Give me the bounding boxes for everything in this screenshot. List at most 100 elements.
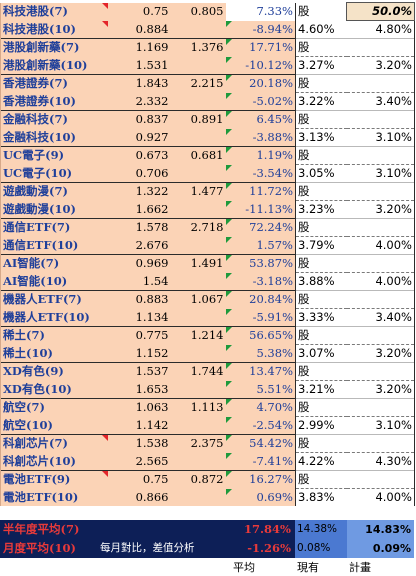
- fund-name-cell[interactable]: 香港證券(10): [0, 92, 108, 111]
- price-start-cell[interactable]: 0.75: [107, 470, 171, 489]
- price-end-cell[interactable]: [170, 236, 226, 255]
- change-pct-cell[interactable]: -7.41%: [225, 452, 296, 471]
- change-pct-cell[interactable]: -10.12%: [225, 56, 296, 75]
- price-end-cell[interactable]: [170, 272, 226, 291]
- table-row[interactable]: 香港證券(7) 1.843 2.215 20.18% 股: [0, 74, 415, 93]
- price-end-cell[interactable]: 0.872: [170, 470, 226, 489]
- current-weight-cell[interactable]: 3.79%: [295, 236, 347, 255]
- fund-name-cell[interactable]: 電池ETF(10): [0, 488, 108, 507]
- target-weight-cell[interactable]: [346, 146, 415, 165]
- current-weight-cell[interactable]: 3.22%: [295, 92, 347, 111]
- price-end-cell[interactable]: [170, 20, 226, 39]
- target-weight-cell[interactable]: [346, 218, 415, 237]
- table-row[interactable]: 通信ETF(7) 1.578 2.718 72.24% 股: [0, 218, 415, 237]
- price-start-cell[interactable]: 1.322: [107, 182, 171, 201]
- current-weight-cell[interactable]: 股: [295, 74, 347, 93]
- current-weight-cell[interactable]: 股: [295, 398, 347, 417]
- target-weight-cell[interactable]: [346, 434, 415, 453]
- target-weight-cell[interactable]: [346, 326, 415, 345]
- target-weight-cell[interactable]: 4.00%: [346, 272, 415, 291]
- summary-row-half-year[interactable]: 半年度平均(7) 17.84%: [0, 520, 295, 539]
- price-start-cell[interactable]: 1.063: [107, 398, 171, 417]
- table-row[interactable]: 科創芯片(7) 1.538 2.375 54.42% 股: [0, 434, 415, 453]
- fund-name-cell[interactable]: AI智能(10): [0, 272, 108, 291]
- current-weight-cell[interactable]: 3.83%: [295, 488, 347, 507]
- fund-name-cell[interactable]: 航空(7): [0, 398, 108, 417]
- change-pct-cell[interactable]: 56.65%: [225, 326, 296, 345]
- target-weight-cell[interactable]: 4.30%: [346, 452, 415, 471]
- table-row[interactable]: 金融科技(10) 0.927 -3.88% 3.13% 3.10%: [0, 128, 415, 147]
- table-row[interactable]: 電池ETF(10) 0.866 0.69% 3.83% 4.00%: [0, 488, 415, 507]
- price-start-cell[interactable]: 0.706: [107, 164, 171, 183]
- summary-current-cell[interactable]: 0.08%: [295, 539, 347, 558]
- change-pct-cell[interactable]: 7.33%: [225, 2, 296, 21]
- table-row[interactable]: UC電子(9) 0.673 0.681 1.19% 股: [0, 146, 415, 165]
- table-row[interactable]: 金融科技(7) 0.837 0.891 6.45% 股: [0, 110, 415, 129]
- price-start-cell[interactable]: 1.142: [107, 416, 171, 435]
- current-weight-cell[interactable]: 股: [295, 110, 347, 129]
- change-pct-cell[interactable]: 53.87%: [225, 254, 296, 273]
- target-weight-cell[interactable]: 3.10%: [346, 128, 415, 147]
- fund-name-cell[interactable]: 航空(10): [0, 416, 108, 435]
- summary-target-cell[interactable]: 0.09%: [347, 539, 414, 558]
- target-weight-cell[interactable]: [346, 362, 415, 381]
- change-pct-cell[interactable]: 0.69%: [225, 488, 296, 507]
- price-end-cell[interactable]: 0.891: [170, 110, 226, 129]
- fund-name-cell[interactable]: 稀土(10): [0, 344, 108, 363]
- change-pct-cell[interactable]: -3.88%: [225, 128, 296, 147]
- price-start-cell[interactable]: 0.837: [107, 110, 171, 129]
- change-pct-cell[interactable]: 20.84%: [225, 290, 296, 309]
- price-start-cell[interactable]: 2.565: [107, 452, 171, 471]
- current-weight-cell[interactable]: 3.88%: [295, 272, 347, 291]
- target-weight-cell[interactable]: 3.40%: [346, 308, 415, 327]
- target-weight-cell[interactable]: 3.10%: [346, 164, 415, 183]
- table-row[interactable]: XD有色(10) 1.653 5.51% 3.21% 3.20%: [0, 380, 415, 399]
- change-pct-cell[interactable]: 4.70%: [225, 398, 296, 417]
- price-start-cell[interactable]: 1.134: [107, 308, 171, 327]
- current-weight-cell[interactable]: 3.21%: [295, 380, 347, 399]
- price-end-cell[interactable]: [170, 416, 226, 435]
- price-end-cell[interactable]: 1.491: [170, 254, 226, 273]
- target-weight-cell[interactable]: [346, 38, 415, 57]
- change-pct-cell[interactable]: 17.71%: [225, 38, 296, 57]
- table-row[interactable]: 遊戲動漫(7) 1.322 1.477 11.72% 股: [0, 182, 415, 201]
- target-weight-cell[interactable]: [346, 290, 415, 309]
- fund-name-cell[interactable]: 機器人ETF(10): [0, 308, 108, 327]
- current-weight-cell[interactable]: 股: [295, 2, 347, 21]
- table-row[interactable]: XD有色(9) 1.537 1.744 13.47% 股: [0, 362, 415, 381]
- table-row[interactable]: 科創芯片(10) 2.565 -7.41% 4.22% 4.30%: [0, 452, 415, 471]
- fund-name-cell[interactable]: XD有色(9): [0, 362, 108, 381]
- table-row[interactable]: 港股創新藥(10) 1.531 -10.12% 3.27% 3.20%: [0, 56, 415, 75]
- current-weight-cell[interactable]: 4.60%: [295, 20, 347, 39]
- fund-name-cell[interactable]: 科創芯片(10): [0, 452, 108, 471]
- current-weight-cell[interactable]: 股: [295, 146, 347, 165]
- price-start-cell[interactable]: 1.538: [107, 434, 171, 453]
- price-start-cell[interactable]: 1.843: [107, 74, 171, 93]
- current-weight-cell[interactable]: 3.13%: [295, 128, 347, 147]
- summary-row-monthly[interactable]: 月度平均(10) 每月對比，差值分析 -1.26%: [0, 539, 295, 558]
- fund-name-cell[interactable]: 科技港股(10): [0, 20, 108, 39]
- target-weight-cell[interactable]: 3.20%: [346, 56, 415, 75]
- current-weight-cell[interactable]: 3.05%: [295, 164, 347, 183]
- price-end-cell[interactable]: 2.718: [170, 218, 226, 237]
- target-weight-cell[interactable]: [346, 398, 415, 417]
- table-row[interactable]: 航空(7) 1.063 1.113 4.70% 股: [0, 398, 415, 417]
- fund-name-cell[interactable]: 電池ETF(9): [0, 470, 108, 489]
- target-weight-cell[interactable]: 4.00%: [346, 236, 415, 255]
- change-pct-cell[interactable]: 5.51%: [225, 380, 296, 399]
- target-weight-cell[interactable]: [346, 110, 415, 129]
- price-start-cell[interactable]: 0.75: [107, 2, 171, 21]
- fund-name-cell[interactable]: 通信ETF(7): [0, 218, 108, 237]
- table-row[interactable]: AI智能(10) 1.54 -3.18% 3.88% 4.00%: [0, 272, 415, 291]
- current-weight-cell[interactable]: 股: [295, 254, 347, 273]
- price-start-cell[interactable]: 0.883: [107, 290, 171, 309]
- current-weight-cell[interactable]: 3.23%: [295, 200, 347, 219]
- fund-name-cell[interactable]: 金融科技(7): [0, 110, 108, 129]
- target-weight-cell[interactable]: [346, 74, 415, 93]
- current-weight-cell[interactable]: 股: [295, 326, 347, 345]
- fund-name-cell[interactable]: 港股創新藥(7): [0, 38, 108, 57]
- target-weight-cell[interactable]: 4.00%: [346, 488, 415, 507]
- price-end-cell[interactable]: [170, 380, 226, 399]
- price-start-cell[interactable]: 0.927: [107, 128, 171, 147]
- fund-name-cell[interactable]: 科創芯片(7): [0, 434, 108, 453]
